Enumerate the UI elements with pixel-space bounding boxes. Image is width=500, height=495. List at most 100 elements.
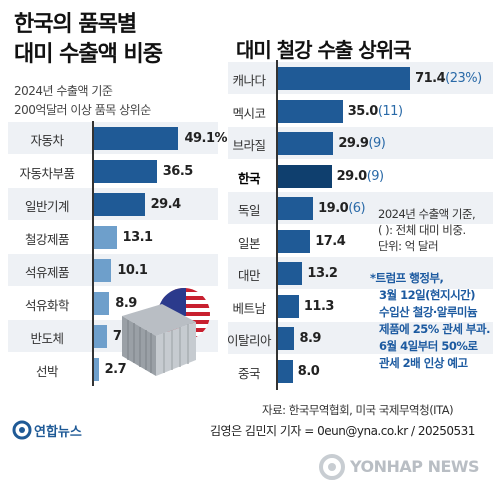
value-number: 71.4 [415,71,446,86]
bar [278,229,311,253]
category-label: 베트남 [232,300,266,316]
note-line: 단위: 억 달러 [378,239,439,253]
category-label: 자동차부품 [19,166,75,181]
right-chart-axis [276,60,278,390]
bar [278,359,293,383]
category-label: 캐나다 [232,73,266,88]
tariff-note-line: 6월 4일부터 50%로 [379,339,478,353]
value-number: 8.0 [297,363,320,379]
row-stripe [228,127,493,159]
yonhap-watermark-icon [319,454,345,480]
share-label: (6) [348,201,366,216]
value-number: 19.0 [318,201,349,216]
value-number: 17.4 [315,233,346,249]
value-label: 19.0(6) [318,201,365,216]
right-chart-note: 2024년 수출액 기준, ( ): 전체 대미 비중. 단위: 억 달러 [378,206,476,254]
row-stripe [228,322,493,354]
share-label: (11) [377,103,403,119]
category-label: 멕시코 [232,105,266,121]
bar [94,160,157,183]
bar [278,294,299,318]
left-chart-subtitle-line1: 2024년 수출액 기준 [14,84,113,98]
bar [94,193,145,216]
right-chart-title: 대미 철강 수출 상위국 [236,38,411,62]
value-label: 29.4 [150,197,182,212]
category-label: 중국 [237,365,261,381]
value-label: 29.0(9) [337,169,384,184]
brand-text-right: YONHAP NEWS [350,457,480,476]
value-label: 11.3 [303,298,335,314]
category-label: 한국 [237,170,261,186]
value-number: 13.2 [307,266,338,281]
yonhap-logo: 연합뉴스 [12,419,98,441]
tariff-note-line: 제품에 25% 관세 부과. [379,322,490,336]
value-label: 49.1% [184,131,228,146]
category-label: 철강제품 [24,232,70,247]
value-label: 71.4(23%) [415,71,482,86]
value-label: 29.9(9) [338,136,385,151]
share-label: (23%) [445,71,482,86]
bar [278,262,303,285]
bar [278,99,343,123]
value-label: 8.9 [299,331,321,346]
value-label: 13.1 [122,230,154,245]
value-label: 35.0(11) [348,104,403,119]
bar [94,292,110,315]
bar [278,197,314,220]
value-label: 10.1 [117,263,148,278]
category-label: 브라질 [232,138,266,153]
credit-line: 김영은 김민지 기자 = 0eun@yna.co.kr / 20250531 [210,424,475,438]
share-label: (9) [368,136,386,151]
yonhap-logo-icon [12,420,32,440]
value-label: 8.0 [298,364,320,379]
tariff-note: *트럼프 행정부, 3월 12일(현지시간) 수입산 철강·알루미늄 제품에 2… [370,270,490,372]
category-label: 자동차 [30,133,64,148]
category-label: 일반기계 [24,199,70,214]
category-label: 석유제품 [24,265,70,280]
category-label: 독일 [237,203,261,218]
row-stripe [228,192,493,224]
value-label: 17.4 [315,233,346,249]
category-label: 반도체 [30,331,64,346]
bar [94,226,117,249]
tariff-note-line: 관세 2배 인상 예고 [379,356,468,370]
brand-text-left: 연합뉴스 [34,425,82,440]
value-label: 36.5 [162,164,194,179]
bar [278,164,332,188]
value-number: 29.9 [338,136,369,151]
value-number: 35.0 [347,103,379,119]
value-label: 13.2 [307,266,338,281]
left-chart-subtitle-line2: 200억달러 이상 품목 상위순 [14,103,151,117]
bar [278,327,295,350]
container-flag-illustration [122,288,210,376]
tariff-note-line: 수입산 철강·알루미늄 [379,305,478,319]
value-number: 11.3 [303,298,335,314]
category-label: 대만 [237,268,261,283]
category-label: 선박 [35,364,59,379]
value-number: 8.9 [299,331,321,346]
share-label: (9) [366,168,384,184]
note-line: 2024년 수출액 기준, [378,207,476,221]
left-chart-title-line2: 대미 수출액 비중 [14,42,163,67]
bar [94,325,107,348]
row-stripe [228,257,493,289]
bar [94,127,179,150]
tariff-note-line: 3월 12일(현지시간) [379,288,475,302]
bar [94,259,112,282]
left-chart-axis [92,121,94,386]
left-chart-title-line1: 한국의 품목별 [14,12,137,37]
source-note: 자료: 한국무역협회, 미국 국제무역청(ITA) [262,403,454,417]
row-stripe [8,254,218,286]
category-label: 석유화학 [24,298,70,313]
bar [278,67,411,90]
yonhap-watermark: YONHAP NEWS [318,452,498,482]
bar [94,358,99,381]
note-line: ( ): 전체 대미 비중. [378,223,466,237]
bar [278,132,334,155]
category-label: 일본 [237,235,261,251]
category-label: 이탈리아 [226,333,272,348]
value-label: 8.9 [115,296,137,311]
value-label: 2.7 [104,362,127,377]
value-number: 29.0 [336,168,368,184]
tariff-note-line: *트럼프 행정부, [370,271,444,285]
